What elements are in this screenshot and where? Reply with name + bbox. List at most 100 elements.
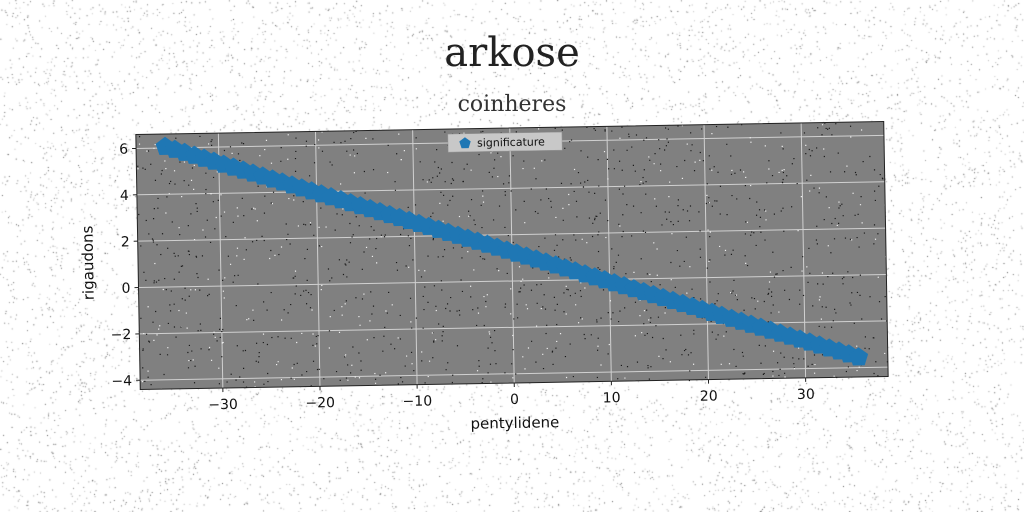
speck <box>552 364 553 365</box>
speck <box>441 280 442 281</box>
speck <box>512 155 513 156</box>
speck <box>822 124 823 125</box>
speck <box>605 237 606 238</box>
speck <box>435 306 436 307</box>
speck <box>271 337 272 338</box>
speck <box>524 222 525 223</box>
speck <box>520 281 521 282</box>
speck <box>857 292 858 293</box>
speck <box>617 378 618 379</box>
speck <box>652 337 653 338</box>
speck <box>310 222 311 223</box>
speck <box>592 236 593 237</box>
speck <box>658 356 659 357</box>
speck <box>834 309 835 310</box>
speck <box>350 154 351 155</box>
speck <box>822 306 823 307</box>
speck <box>710 232 711 233</box>
speck <box>278 254 279 255</box>
speck <box>772 175 773 176</box>
speck <box>296 342 297 343</box>
speck <box>841 204 842 205</box>
speck <box>290 304 291 305</box>
speck <box>582 318 583 319</box>
speck <box>382 351 383 352</box>
speck <box>582 239 583 240</box>
speck <box>178 255 179 256</box>
speck <box>660 163 661 164</box>
speck <box>174 253 175 254</box>
speck <box>718 334 719 335</box>
speck <box>565 356 566 357</box>
speck <box>699 160 700 161</box>
speck <box>689 266 690 267</box>
speck <box>233 282 234 283</box>
speck <box>798 347 799 348</box>
speck <box>155 144 156 145</box>
speck <box>511 190 512 191</box>
speck <box>642 177 643 178</box>
speck <box>191 350 192 351</box>
speck <box>611 130 612 131</box>
speck <box>745 263 746 264</box>
speck <box>239 160 240 161</box>
speck <box>210 242 211 243</box>
speck <box>427 302 428 303</box>
speck <box>432 213 433 214</box>
speck <box>451 162 452 163</box>
speck <box>576 201 577 202</box>
speck <box>155 180 156 181</box>
speck <box>566 313 567 314</box>
speck <box>654 163 655 164</box>
speck <box>330 316 331 317</box>
speck <box>306 303 307 304</box>
speck <box>845 237 846 238</box>
speck <box>522 279 523 280</box>
speck <box>618 224 619 225</box>
speck <box>436 149 437 150</box>
speck <box>442 331 443 332</box>
speck <box>398 133 399 134</box>
speck <box>293 277 294 278</box>
speck <box>625 273 626 274</box>
speck <box>555 234 556 235</box>
speck <box>879 301 880 302</box>
speck <box>209 294 210 295</box>
speck <box>423 296 424 297</box>
speck <box>673 224 674 225</box>
speck <box>843 277 844 278</box>
speck <box>844 171 845 172</box>
speck <box>865 336 866 337</box>
speck <box>308 292 309 293</box>
speck <box>267 344 268 345</box>
speck <box>261 236 262 237</box>
speck <box>699 230 700 231</box>
speck <box>782 208 783 209</box>
speck <box>146 151 147 152</box>
speck <box>515 373 516 374</box>
speck <box>782 170 783 171</box>
speck <box>181 266 182 267</box>
speck <box>295 151 296 152</box>
speck <box>843 215 844 216</box>
speck <box>653 242 654 243</box>
speck <box>864 232 865 233</box>
speck <box>835 218 836 219</box>
speck <box>562 239 563 240</box>
speck <box>875 361 876 362</box>
speck <box>202 229 203 230</box>
speck <box>536 325 537 326</box>
speck <box>627 366 628 367</box>
speck <box>253 208 254 209</box>
speck <box>659 148 660 149</box>
speck <box>817 127 818 128</box>
speck <box>441 289 442 290</box>
speck <box>600 318 601 319</box>
speck <box>482 258 483 259</box>
speck <box>635 335 636 336</box>
speck <box>413 370 414 371</box>
speck <box>829 207 830 208</box>
speck <box>218 270 219 271</box>
speck <box>364 171 365 172</box>
speck <box>432 177 433 178</box>
